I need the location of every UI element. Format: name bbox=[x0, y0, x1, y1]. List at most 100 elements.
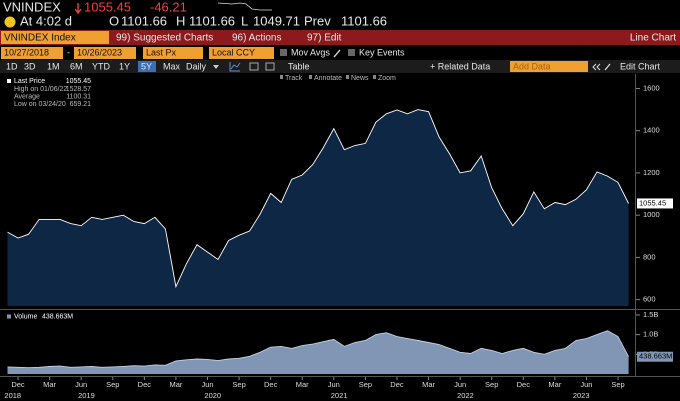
year-label: 2022 bbox=[457, 391, 474, 400]
period-button[interactable]: 1Y bbox=[119, 61, 130, 71]
add-data-box[interactable] bbox=[510, 61, 588, 72]
period-button[interactable]: 5Y bbox=[141, 61, 152, 71]
last-value-label: 1055.45 bbox=[639, 198, 666, 207]
tool-icon bbox=[373, 75, 376, 79]
legend-label: Volume bbox=[14, 313, 37, 320]
x-tick-label: Jun bbox=[580, 380, 592, 389]
x-tick-label: Sep bbox=[359, 380, 372, 389]
chart-type[interactable]: Line Chart bbox=[630, 33, 676, 44]
y-tick-label: 1200 bbox=[643, 168, 660, 177]
x-tick-label: Dec bbox=[11, 380, 25, 389]
start-box[interactable] bbox=[1, 47, 63, 59]
bar-icon[interactable] bbox=[249, 62, 259, 71]
x-tick-label: Dec bbox=[390, 380, 404, 389]
legend-label: High on 01/06/22 bbox=[14, 86, 67, 93]
legend-value: 438.663M bbox=[42, 313, 73, 320]
x-tick-label: Dec bbox=[517, 380, 531, 389]
high-label: H bbox=[176, 13, 185, 28]
table[interactable]: Table bbox=[288, 61, 310, 71]
start-date[interactable]: 10/27/2018 bbox=[4, 47, 49, 57]
year-label: 2021 bbox=[331, 391, 348, 400]
legend-box bbox=[4, 312, 70, 321]
x-tick-label: Jun bbox=[454, 380, 466, 389]
menu-item[interactable]: 96) Actions bbox=[232, 33, 281, 44]
x-tick-label: Mar bbox=[548, 380, 561, 389]
field-box[interactable] bbox=[143, 47, 203, 59]
down-arrow bbox=[74, 3, 82, 15]
mov-avgs[interactable]: Mov Avgs bbox=[291, 47, 330, 57]
date-sep: - bbox=[67, 47, 70, 57]
low: 1049.71 bbox=[253, 13, 300, 28]
y-tick-label: 600 bbox=[643, 295, 656, 304]
x-tick-label: Jun bbox=[75, 380, 87, 389]
legend-label: Average bbox=[14, 93, 40, 100]
y-tick-label: 1000 bbox=[643, 210, 660, 219]
period-button[interactable]: YTD bbox=[92, 61, 111, 71]
currency-box[interactable] bbox=[209, 47, 274, 59]
tool[interactable]: Annotate bbox=[314, 75, 342, 82]
prev: 1101.66 bbox=[341, 13, 387, 28]
tool[interactable]: Track bbox=[285, 75, 303, 82]
frequency[interactable]: Daily bbox=[186, 61, 207, 71]
series-line bbox=[7, 330, 629, 369]
x-tick-label: Mar bbox=[296, 380, 309, 389]
tool[interactable]: Zoom bbox=[378, 75, 396, 82]
end-box[interactable] bbox=[74, 47, 136, 59]
y-tick-label: 1600 bbox=[643, 83, 660, 92]
year-label: 2020 bbox=[204, 391, 221, 400]
edit-chart[interactable]: Edit Chart bbox=[620, 61, 661, 71]
security[interactable]: VNINDEX Index bbox=[4, 33, 76, 44]
collapse-icon[interactable] bbox=[592, 63, 601, 71]
year-label: 2018 bbox=[4, 391, 21, 400]
add-data[interactable]: Add Data bbox=[513, 61, 551, 71]
end-date[interactable]: 10/26/2023 bbox=[77, 47, 122, 57]
x-tick-label: Sep bbox=[485, 380, 498, 389]
y-tick-label: 1.5B bbox=[643, 310, 658, 319]
time: At 4:02 d bbox=[20, 13, 72, 28]
x-tick-label: Jun bbox=[328, 380, 340, 389]
active-period bbox=[138, 61, 156, 72]
series-line bbox=[7, 109, 630, 289]
area-fill bbox=[7, 330, 629, 374]
last-price: 1055.45 bbox=[84, 0, 131, 14]
legend-box bbox=[4, 76, 94, 112]
checkbox[interactable] bbox=[280, 49, 287, 56]
x-tick-label: Sep bbox=[611, 380, 624, 389]
security-box[interactable] bbox=[1, 31, 109, 44]
period-button[interactable]: 6M bbox=[70, 61, 83, 71]
key-events[interactable]: Key Events bbox=[359, 47, 405, 57]
y-tick-label: 1.0B bbox=[643, 330, 658, 339]
line-icon[interactable] bbox=[229, 62, 241, 72]
field[interactable]: Last Px bbox=[146, 47, 177, 57]
period-button[interactable]: Max bbox=[163, 61, 181, 71]
related-data[interactable]: + Related Data bbox=[430, 61, 490, 71]
pencil-icon[interactable] bbox=[604, 63, 611, 71]
legend-value: 659.21 bbox=[70, 101, 92, 108]
x-tick-label: Sep bbox=[106, 380, 119, 389]
dropdown-icon bbox=[213, 65, 219, 69]
period-button[interactable]: 1D bbox=[6, 61, 18, 71]
year-label: 2023 bbox=[573, 391, 590, 400]
x-tick-label: Sep bbox=[232, 380, 245, 389]
area-fill bbox=[7, 109, 629, 306]
checkbox[interactable] bbox=[348, 49, 355, 56]
period-button[interactable]: 3D bbox=[24, 61, 36, 71]
tool-icon bbox=[309, 75, 312, 79]
period-button[interactable]: 1M bbox=[47, 61, 60, 71]
open-label: O bbox=[109, 13, 119, 28]
tool-icon bbox=[346, 75, 349, 79]
pencil-icon[interactable] bbox=[333, 49, 341, 58]
grid-icon[interactable] bbox=[265, 62, 275, 71]
tool[interactable]: News bbox=[351, 75, 369, 82]
menu-bar bbox=[0, 30, 680, 45]
legend-label: Last Price bbox=[14, 78, 45, 85]
menu-item[interactable]: 99) Suggested Charts bbox=[116, 33, 213, 44]
currency[interactable]: Local CCY bbox=[212, 47, 255, 57]
legend-value: 1100.31 bbox=[66, 93, 91, 100]
legend-swatch bbox=[7, 314, 11, 319]
change: -46.21 bbox=[150, 0, 187, 14]
high: 1101.66 bbox=[189, 13, 235, 28]
prev-label: Prev bbox=[304, 13, 331, 28]
x-tick-label: Mar bbox=[422, 380, 435, 389]
menu-item[interactable]: 97) Edit bbox=[307, 33, 342, 44]
